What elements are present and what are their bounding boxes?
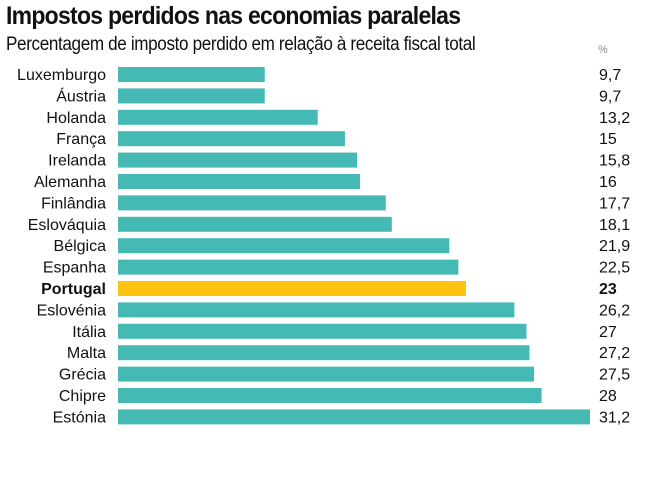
category-label: Alemanha xyxy=(34,174,106,191)
category-label: Portugal xyxy=(41,281,106,298)
value-label: 23 xyxy=(599,281,617,298)
category-label: Grécia xyxy=(59,367,106,384)
category-label: Eslovénia xyxy=(37,302,106,319)
category-label: Holanda xyxy=(46,110,106,127)
unit-label: % xyxy=(598,44,608,56)
category-label: França xyxy=(56,131,106,148)
category-label: Estónia xyxy=(53,409,106,426)
bar-itália xyxy=(118,323,527,339)
bar-bélgica xyxy=(118,238,450,254)
category-label: Finlândia xyxy=(41,195,106,212)
category-label: Chipre xyxy=(59,388,106,405)
bar-luxemburgo xyxy=(118,67,265,82)
value-label: 21,9 xyxy=(599,238,630,255)
value-label: 18,1 xyxy=(599,217,630,234)
value-label: 27 xyxy=(599,324,617,341)
bar-alemanha xyxy=(118,174,361,189)
value-label: 15,8 xyxy=(599,153,630,170)
value-label: 9,7 xyxy=(599,88,621,105)
category-label: Eslováquia xyxy=(28,217,106,234)
bar-irelanda xyxy=(118,152,358,168)
value-label: 27,2 xyxy=(599,345,630,362)
bar-portugal xyxy=(118,281,466,296)
bar-chipre xyxy=(118,388,542,403)
bar-holanda xyxy=(118,109,318,125)
value-label: 16 xyxy=(599,174,617,191)
chart-title: Impostos perdidos nas economias paralela… xyxy=(6,2,461,30)
bar-frança xyxy=(118,131,345,147)
bar-espanha xyxy=(118,259,459,275)
category-label: Bélgica xyxy=(54,238,107,255)
category-label: Malta xyxy=(67,345,106,362)
bar-finlândia xyxy=(118,195,386,211)
value-label: 31,2 xyxy=(599,409,630,426)
value-label: 27,5 xyxy=(599,367,630,384)
bar-eslováquia xyxy=(118,216,392,232)
bar-eslovénia xyxy=(118,302,515,318)
category-label: Luxemburgo xyxy=(17,67,106,84)
value-label: 15 xyxy=(599,131,617,148)
value-label: 26,2 xyxy=(599,302,630,319)
value-label: 17,7 xyxy=(599,195,630,212)
bar-áustria xyxy=(118,88,265,104)
value-label: 28 xyxy=(599,388,617,405)
value-label: 9,7 xyxy=(599,67,621,84)
category-label: Espanha xyxy=(43,260,106,277)
chart-subtitle: Percentagem de imposto perdido em relaçã… xyxy=(6,34,476,55)
value-label: 13,2 xyxy=(599,110,630,127)
bar-estónia xyxy=(118,409,590,425)
category-label: Áustria xyxy=(56,86,106,105)
category-label: Irelanda xyxy=(48,153,106,170)
bar-malta xyxy=(118,345,530,361)
bar-grécia xyxy=(118,366,535,382)
category-label: Itália xyxy=(72,324,106,341)
value-label: 22,5 xyxy=(599,260,630,277)
